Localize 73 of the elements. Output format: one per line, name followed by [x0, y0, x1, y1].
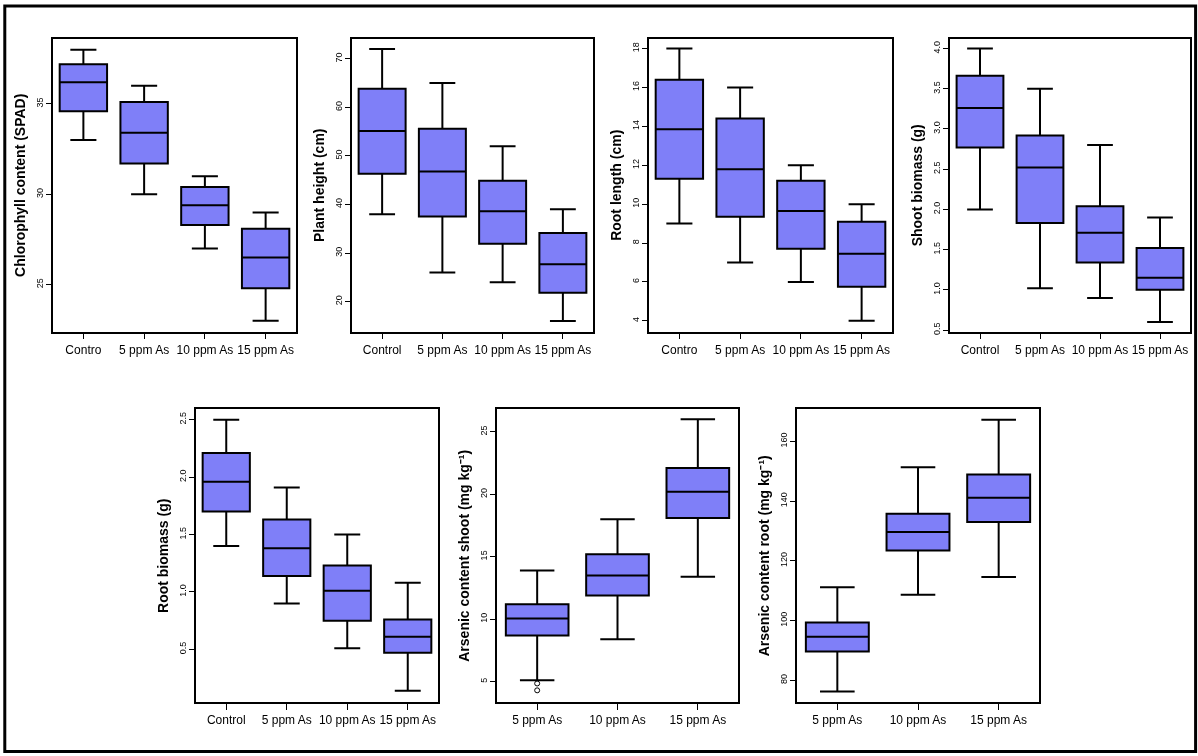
y-tick-label: 1.0: [931, 282, 942, 295]
y-tick-label: 4.0: [931, 40, 942, 54]
x-tick-label: Control: [206, 713, 246, 728]
y-axis-title: Plant height (cm): [310, 128, 327, 243]
y-tick-label: 2.0: [177, 469, 188, 483]
x-tick-label: 5 ppm As: [812, 713, 863, 728]
y-tick-label: 2.5: [177, 412, 188, 425]
y-tick-label: 80: [778, 674, 789, 685]
x-tick-label: Contro: [661, 342, 698, 357]
y-tick-label: 4: [630, 316, 641, 322]
x-tick-label: 5 ppm As: [417, 342, 468, 357]
y-tick-label: 70: [333, 52, 344, 63]
y-tick-label: 20: [333, 295, 344, 306]
x-tick-label: 5 ppm As: [1014, 342, 1066, 357]
y-tick-label: 10: [630, 197, 641, 208]
y-tick-label: 8: [630, 239, 641, 245]
y-axis-title: Shoot biomass (g): [908, 124, 925, 247]
x-tick-label: 10 ppm As: [474, 342, 531, 357]
y-tick-label: 3.5: [931, 81, 942, 94]
y-axis-title: Arsenic content shoot (mg kg⁻¹): [455, 449, 472, 662]
y-tick-label: 5: [478, 677, 489, 683]
y-axis-title: Chlorophyll content (SPAD): [11, 93, 28, 277]
x-tick-label: 15 ppm As: [970, 713, 1028, 728]
x-tick-label: 15 ppm As: [534, 342, 592, 357]
x-tick-label: 5 ppm As: [512, 713, 563, 728]
y-tick-label: 15: [478, 550, 489, 561]
y-tick-label: 60: [333, 100, 344, 111]
x-tick-label: 5 ppm As: [119, 342, 170, 357]
y-tick-label: 100: [778, 611, 789, 627]
y-tick-label: 2.0: [931, 201, 942, 215]
y-tick-label: 0.5: [931, 322, 942, 335]
x-tick-label: 10 ppm As: [176, 342, 234, 357]
x-tick-label: 10 ppm As: [318, 713, 376, 728]
y-tick-label: 10: [478, 612, 489, 623]
y-tick-label: 160: [778, 432, 789, 448]
y-tick-label: 140: [778, 492, 789, 508]
y-tick-label: 12: [630, 158, 641, 169]
x-tick-label: 15 ppm As: [237, 342, 294, 357]
y-tick-label: 14: [630, 119, 641, 130]
x-tick-label: 10 ppm As: [1071, 342, 1129, 357]
y-axis-title: Root length (cm): [607, 129, 624, 241]
y-tick-label: 16: [630, 81, 641, 92]
y-tick-label: 40: [333, 198, 344, 209]
x-tick-label: 10 ppm As: [889, 713, 947, 728]
y-tick-label: 50: [333, 149, 344, 160]
y-tick-label: 25: [34, 278, 45, 289]
x-tick-label: 5 ppm As: [261, 713, 312, 728]
y-tick-label: 120: [778, 552, 789, 568]
x-tick-label: 15 ppm As: [379, 713, 437, 728]
y-axis-title: Root biomass (g): [154, 498, 171, 613]
y-tick-label: 1.5: [931, 242, 942, 255]
y-tick-label: 1.5: [177, 526, 188, 540]
y-tick-label: 30: [333, 246, 344, 257]
y-axis-title: Arsenic content root (mg kg⁻¹): [755, 455, 772, 657]
y-tick-label: 1.0: [177, 584, 188, 597]
x-tick-label: 15 ppm As: [833, 342, 890, 357]
y-tick-label: 3.0: [931, 121, 942, 134]
x-tick-label: Control: [362, 342, 402, 357]
x-tick-label: 15 ppm As: [669, 713, 727, 728]
x-tick-label: 10 ppm As: [772, 342, 830, 357]
x-tick-label: Control: [960, 342, 1000, 357]
x-tick-label: Contro: [65, 342, 102, 357]
x-tick-label: 5 ppm As: [715, 342, 766, 357]
y-tick-label: 2.5: [931, 161, 942, 175]
x-tick-label: 15 ppm As: [1131, 342, 1189, 357]
y-tick-label: 25: [478, 425, 489, 436]
y-tick-label: 0.5: [177, 641, 188, 655]
y-tick-label: 6: [630, 278, 641, 284]
y-tick-label: 18: [630, 42, 641, 53]
x-tick-label: 10 ppm As: [589, 713, 646, 728]
y-tick-label: 30: [34, 187, 45, 198]
y-tick-label: 35: [34, 97, 45, 108]
y-tick-label: 20: [478, 487, 489, 498]
